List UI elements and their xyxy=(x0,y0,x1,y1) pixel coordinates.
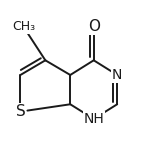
Text: S: S xyxy=(16,104,25,119)
Text: NH: NH xyxy=(83,112,104,126)
Text: N: N xyxy=(112,68,122,82)
Text: CH₃: CH₃ xyxy=(12,20,35,33)
Text: O: O xyxy=(88,19,100,34)
